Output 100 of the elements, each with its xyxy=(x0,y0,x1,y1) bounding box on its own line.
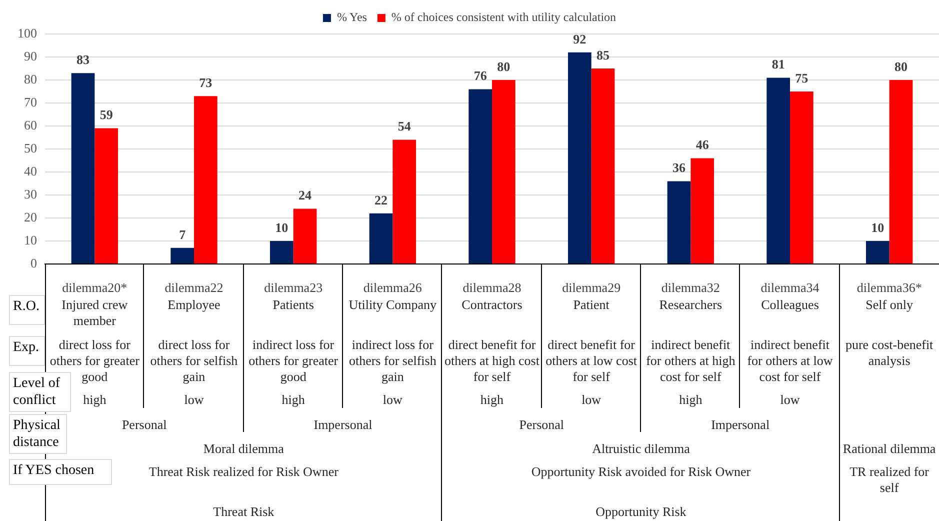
bar xyxy=(468,89,492,264)
bar xyxy=(392,140,416,264)
y-tick-label: 10 xyxy=(24,232,37,248)
text: indirect loss for others for selfish gain xyxy=(348,337,438,385)
bar xyxy=(71,73,95,264)
text: low xyxy=(183,392,205,408)
text: Utility Company xyxy=(348,297,438,313)
y-tick-label: 20 xyxy=(24,209,37,224)
y-tick-label: 60 xyxy=(24,117,37,132)
y-tick-label: 100 xyxy=(18,25,37,40)
x-tick-label: dilemma22 xyxy=(164,280,224,296)
data-label: 80 xyxy=(497,58,510,74)
x-tick-label: dilemma20* xyxy=(62,280,128,296)
text: Employee xyxy=(166,297,222,313)
x-tick-label: dilemma34 xyxy=(760,280,820,296)
bar xyxy=(690,158,714,264)
bar xyxy=(568,52,592,264)
text: Personal xyxy=(518,417,566,433)
text: Colleagues xyxy=(760,297,820,313)
data-label: 81 xyxy=(772,56,785,72)
data-label: 75 xyxy=(795,70,809,86)
y-tick-label: 40 xyxy=(24,163,37,178)
bar xyxy=(170,248,194,264)
x-tick-label: dilemma32 xyxy=(661,280,720,296)
data-label: 54 xyxy=(398,118,412,134)
bar xyxy=(766,78,790,264)
text: If YES chosen xyxy=(9,459,112,485)
bar xyxy=(94,128,118,264)
legend-label: % of choices consistent with utility calculation xyxy=(391,10,616,24)
legend-label: % Yes xyxy=(336,10,368,24)
text: direct benefit for others at low cost for self xyxy=(544,337,638,385)
bar xyxy=(889,80,913,264)
text: Threat Risk realized for Risk Owner xyxy=(148,464,338,479)
data-label: 24 xyxy=(298,188,312,203)
text: Physical distance xyxy=(9,414,67,454)
data-label: 76 xyxy=(474,68,488,84)
x-tick-label: dilemma26 xyxy=(363,280,422,296)
text: high xyxy=(280,392,306,408)
y-tick-label: 80 xyxy=(24,71,37,86)
y-tick-label: 70 xyxy=(24,94,37,110)
text: direct benefit for others at high cost for self xyxy=(444,337,540,385)
data-label: 85 xyxy=(596,47,610,62)
text: Researchers xyxy=(658,297,724,313)
text: Injured crew member xyxy=(60,297,129,329)
bar xyxy=(194,96,218,264)
text: Patient xyxy=(572,297,610,313)
bar xyxy=(667,181,691,264)
text: TR realized for self xyxy=(848,464,930,496)
data-label: 7 xyxy=(179,226,186,242)
data-label: 92 xyxy=(573,31,586,46)
x-tick-label: dilemma36* xyxy=(856,280,922,296)
bar xyxy=(866,241,890,264)
text: low xyxy=(382,392,404,408)
data-label: 83 xyxy=(76,52,90,67)
y-tick-label: 30 xyxy=(24,186,37,202)
text: low xyxy=(580,392,602,408)
bar xyxy=(369,213,393,264)
text: R.O. xyxy=(9,295,45,325)
text: direct loss for others for selfish gain xyxy=(149,337,239,385)
data-label: 46 xyxy=(696,137,710,152)
text: Contractors xyxy=(460,297,524,313)
text: Personal xyxy=(122,417,167,432)
text: Altruistic dilemma xyxy=(591,441,691,457)
text: high xyxy=(479,392,505,408)
text: Opportunity Risk xyxy=(594,504,688,520)
text: pure cost-benefit analysis xyxy=(844,337,934,369)
text: Rational dilemma xyxy=(842,441,937,457)
text: Opportunity Risk avoided for Risk Owner xyxy=(530,464,752,480)
text: Level of conflict xyxy=(9,372,71,412)
text: Moral dilemma xyxy=(203,441,284,456)
bar xyxy=(270,241,294,264)
bar xyxy=(591,68,615,264)
x-tick-label: dilemma28 xyxy=(462,280,522,296)
text: Patients xyxy=(272,297,315,313)
y-tick-label: 90 xyxy=(24,48,37,64)
text: low xyxy=(779,392,801,408)
bar xyxy=(293,208,317,264)
bar xyxy=(790,92,814,264)
text: high xyxy=(678,392,704,408)
data-label: 10 xyxy=(275,220,288,235)
x-tick-label: dilemma23 xyxy=(264,280,323,296)
text: Self only xyxy=(864,297,914,313)
text: indirect benefit for others at high cost for self xyxy=(645,337,736,385)
data-label: 59 xyxy=(100,107,114,122)
text: indirect benefit for others at low cost for self xyxy=(746,337,834,385)
data-label: 22 xyxy=(374,192,388,208)
text: Impersonal xyxy=(710,417,771,433)
text: high xyxy=(83,392,106,407)
data-label: 10 xyxy=(871,220,884,235)
data-label: 73 xyxy=(199,74,213,90)
text: Threat Risk xyxy=(212,504,276,520)
text: Impersonal xyxy=(312,417,374,433)
text: Exp. xyxy=(9,336,45,366)
y-tick-label: 0 xyxy=(30,255,37,270)
y-tick-label: 50 xyxy=(24,140,37,156)
text: indirect loss for others for greater good xyxy=(248,337,340,385)
bar xyxy=(492,80,516,264)
data-label: 80 xyxy=(894,58,908,74)
data-label: 36 xyxy=(672,160,686,176)
x-tick-label: dilemma29 xyxy=(562,280,621,296)
